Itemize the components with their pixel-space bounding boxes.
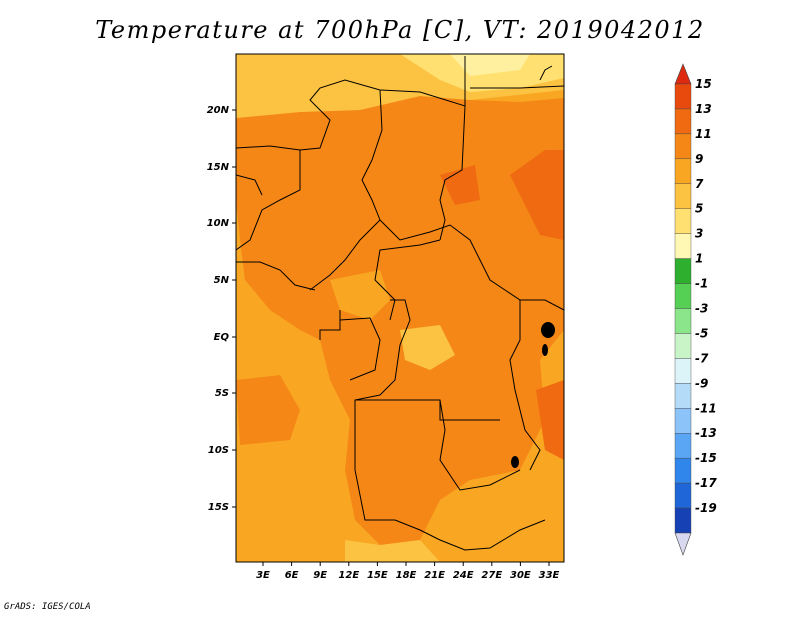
colorbar-label: -17 [695,476,717,490]
colorbar-segment [674,457,692,484]
colorbar-label: 9 [695,152,703,166]
country-borders [236,56,564,551]
colorbar-segment [674,158,692,184]
latitude-axis: 20N 15N 10N 5N EQ 5S 10S 15S [207,105,236,513]
lon-label: 27E [481,570,502,581]
lon-label: 33E [539,570,560,581]
colorbar-segment [674,233,692,259]
colorbar-label: 5 [695,202,703,216]
colorbar-label: -15 [695,451,717,465]
lon-label: 30E [510,570,531,581]
colorbar-segment [674,258,692,284]
lon-label: 15E [367,570,388,581]
colorbar-label: -7 [695,351,709,365]
lat-label: 5S [215,388,229,399]
colorbar-label: 13 [695,102,712,116]
lon-label: 6E [285,570,299,581]
colorbar-segment [674,133,692,160]
colorbar-label: -19 [695,501,717,515]
map-title: Temperature at 700hPa [C], VT: 201904201… [95,16,705,44]
colorbar-label: 15 [695,77,712,91]
colorbar-segment [674,408,692,434]
lat-label: 20N [207,105,230,116]
colorbar-label: 11 [695,127,712,141]
colorbar-label: -11 [695,401,717,415]
lon-label: 24E [453,570,474,581]
colorbar-segment [674,383,692,409]
lat-label: 10S [208,445,229,456]
colorbar-segment [674,83,692,110]
colorbar-segment [674,183,692,209]
colorbar-segment [674,108,692,135]
map-frame [235,53,565,563]
colorbar-segment [674,208,692,234]
lon-label: 12E [338,570,359,581]
colorbar-segment [674,283,692,309]
lon-label: 9E [313,570,327,581]
lat-label: 15N [207,162,230,173]
credit-text: GrADS: IGES/COLA [4,602,91,612]
colorbar-bottom-arrow [674,532,692,556]
lon-label: 21E [424,570,445,581]
colorbar-segment [674,358,692,384]
lat-label: 10N [207,218,230,229]
lat-label: EQ [214,332,230,343]
color-bar: 15 13 11 9 7 5 3 1 -1 -3 -5 -7 -9 -11 -13 -15 -17 -19 [674,63,717,556]
colorbar-label: -5 [695,326,708,340]
colorbar-label: -1 [695,277,708,291]
colorbar-label: -9 [695,376,708,390]
colorbar-top-arrow [674,63,692,85]
colorbar-label: 7 [695,177,704,191]
lakes [511,322,555,468]
lat-label: 15S [208,502,229,513]
colorbar-segment [674,433,692,459]
colorbar-segment [674,507,692,534]
colorbar-segment [674,308,692,334]
longitude-axis: 3E 6E 9E 12E 15E 18E 21E 24E 27E 30E 33E [256,562,560,581]
colorbar-segment [674,333,692,359]
colorbar-label: 3 [695,227,703,241]
lon-label: 3E [256,570,270,581]
colorbar-label: -13 [695,426,717,440]
colorbar-segment [674,482,692,509]
colorbar-label: 1 [695,252,703,266]
lon-label: 18E [396,570,417,581]
colorbar-label: -3 [695,302,708,316]
lat-label: 5N [214,275,230,286]
temperature-field [236,54,564,562]
